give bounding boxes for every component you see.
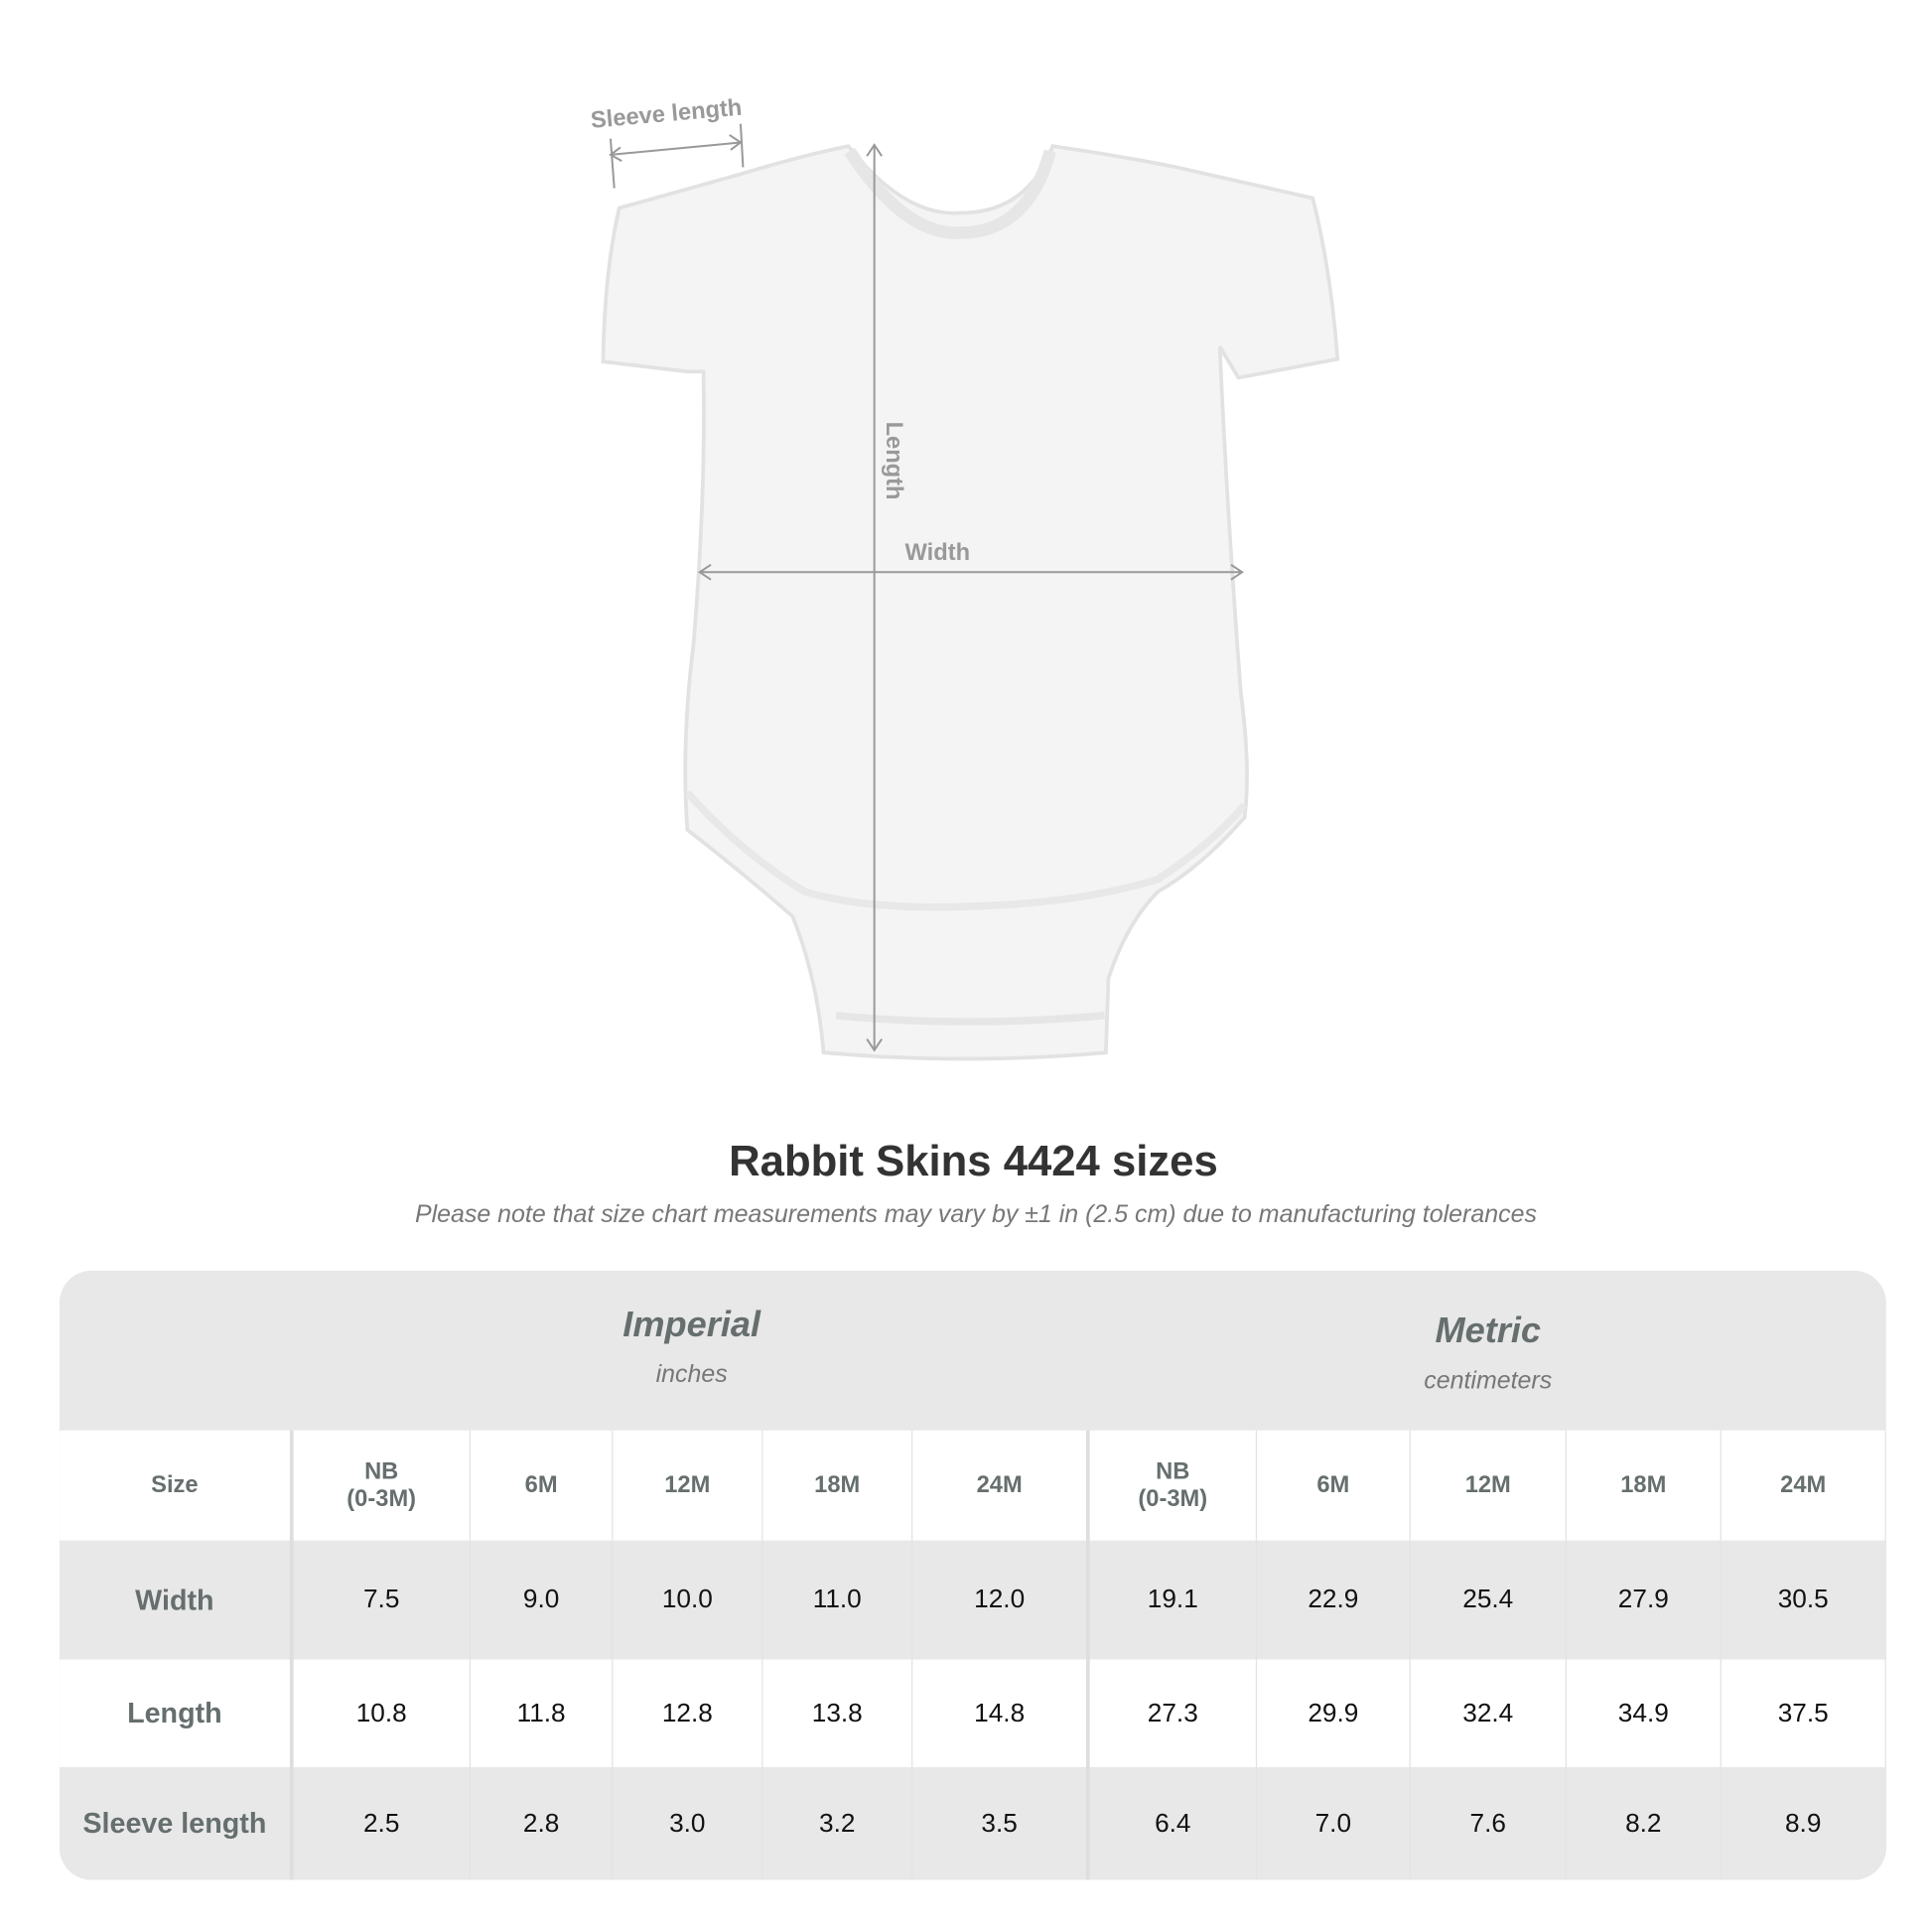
column-header: 6M (1257, 1430, 1411, 1541)
tolerance-note: Please note that size chart measurements… (414, 1200, 1537, 1229)
row-label: Length (60, 1659, 294, 1768)
table-cell: 8.9 (1722, 1767, 1886, 1880)
table-cell: 3.0 (613, 1767, 763, 1880)
table-cell: 11.8 (471, 1659, 614, 1768)
table-row: Width 7.5 9.0 10.0 11.0 12.0 19.1 22.9 25.4 27.9 3… (59, 1540, 1886, 1660)
metric-header: Metric centimeters (1424, 1311, 1553, 1395)
row-label: Width (60, 1540, 294, 1660)
table-cell: 7.0 (1257, 1767, 1411, 1880)
table-cell: 32.4 (1411, 1659, 1567, 1768)
table-cell: 30.5 (1722, 1540, 1886, 1660)
table-row: Sleeve length 2.5 2.8 3.0 3.2 3.5 6.4 7.0 7.6 8.2… (59, 1767, 1886, 1880)
column-header: 18M (762, 1430, 913, 1541)
table-cell: 34.9 (1567, 1659, 1722, 1768)
table-cell: 10.8 (294, 1659, 472, 1768)
column-header: 6M (471, 1430, 614, 1541)
table-row: Length 10.8 11.8 12.8 13.8 14.8 27.3 29.9 32.4 34… (59, 1659, 1886, 1768)
table-cell: 13.8 (762, 1659, 913, 1768)
table-cell: 22.9 (1257, 1540, 1411, 1660)
column-header: NB (0-3M) (1090, 1430, 1258, 1541)
onesie-diagram: Sleeve length Length Width (590, 95, 1340, 1061)
table-cell: 19.1 (1090, 1540, 1258, 1660)
column-header: 18M (1567, 1430, 1722, 1541)
table-cell: 37.5 (1722, 1659, 1886, 1768)
table-cell: 12.8 (613, 1659, 763, 1768)
table-cell: 2.8 (471, 1767, 614, 1880)
table-cell: 7.6 (1411, 1767, 1567, 1880)
table-cell: 11.0 (762, 1540, 913, 1660)
onesie-garment (601, 144, 1340, 1061)
table-cell: 9.0 (471, 1540, 614, 1660)
table-cell: 10.0 (613, 1540, 763, 1660)
table-cell: 3.5 (912, 1767, 1090, 1880)
table-cell: 27.3 (1090, 1659, 1258, 1768)
table-header-row: Size NB (0-3M) 6M 12M 18M 24M NB (0-3M) 6M 12M 18… (59, 1430, 1886, 1541)
table-cell: 7.5 (294, 1540, 472, 1660)
page-title: Rabbit Skins 4424 sizes (729, 1137, 1218, 1185)
table-cell: 2.5 (294, 1767, 472, 1880)
table-cell: 3.2 (762, 1767, 913, 1880)
length-label: Length (881, 422, 906, 500)
table-cell: 29.9 (1257, 1659, 1411, 1768)
column-header: 24M (912, 1430, 1090, 1541)
table-cell: 27.9 (1567, 1540, 1722, 1660)
table-cell: 8.2 (1567, 1767, 1722, 1880)
column-header: Size (60, 1430, 294, 1541)
width-label: Width (905, 540, 971, 566)
table-cell: 6.4 (1090, 1767, 1258, 1880)
size-table: Imperial inches Metric centimeters Size N… (59, 1270, 1886, 1880)
row-label: Sleeve length (60, 1767, 294, 1880)
column-header: 24M (1722, 1430, 1886, 1541)
column-header: NB (0-3M) (294, 1430, 472, 1541)
table-cell: 12.0 (912, 1540, 1090, 1660)
table-cell: 14.8 (912, 1659, 1090, 1768)
sleeve-arrow (610, 141, 742, 156)
column-header: 12M (1411, 1430, 1567, 1541)
sleeve-length-label: Sleeve length (590, 95, 743, 134)
column-header: 12M (613, 1430, 763, 1541)
table-cell: 25.4 (1411, 1540, 1567, 1660)
imperial-header: Imperial inches (622, 1305, 761, 1389)
